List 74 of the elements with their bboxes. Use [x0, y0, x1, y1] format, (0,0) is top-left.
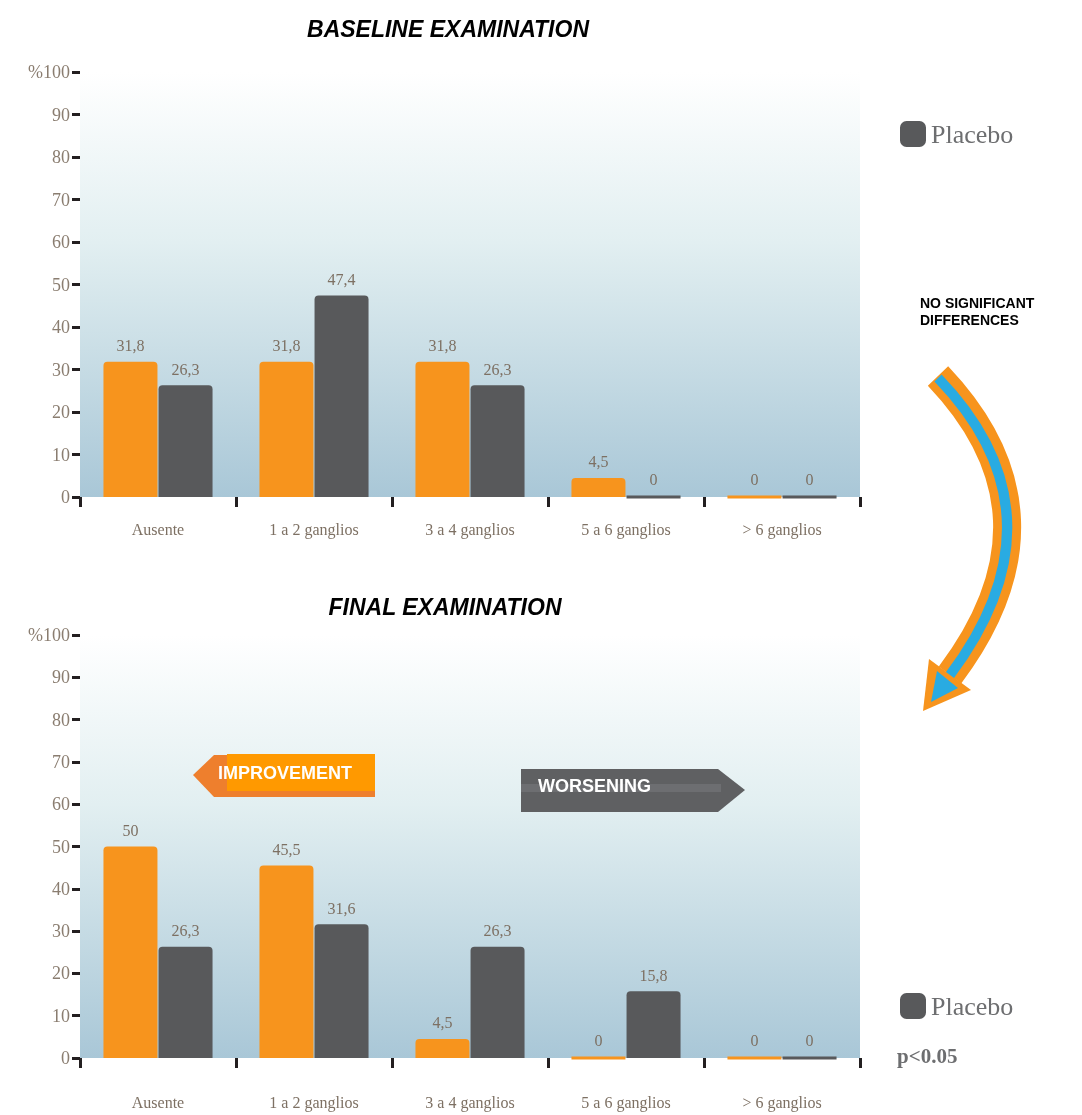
y-tick-label: 50 — [52, 274, 70, 295]
x-tick-label: 1 a 2 ganglios — [269, 520, 359, 539]
y-tick-label: 60 — [52, 794, 70, 815]
bar — [470, 385, 525, 497]
y-tick-label: 10 — [52, 444, 70, 465]
text: NO SIGNIFICANT DIFFERENCES — [920, 295, 1036, 329]
y-tick-label: 80 — [52, 709, 70, 730]
y-tick-label: 20 — [52, 963, 70, 984]
data-label: 26,3 — [483, 922, 512, 940]
data-label: 31,6 — [327, 899, 356, 917]
data-label: 31,8 — [272, 337, 301, 355]
data-label: 0 — [750, 1032, 759, 1049]
y-tick-label: %100 — [28, 625, 70, 645]
bar — [103, 846, 158, 1058]
x-tick-label: 5 a 6 ganglios — [581, 1093, 671, 1112]
chart-title: BASELINE EXAMINATION — [307, 15, 590, 42]
bar — [415, 361, 470, 497]
data-label: 50 — [122, 822, 139, 839]
bar — [158, 946, 213, 1058]
y-tick-label: 40 — [52, 878, 70, 899]
x-tick-label: Ausente — [131, 1093, 185, 1111]
y-tick-label: 60 — [52, 232, 70, 252]
x-tick-label: 1 a 2 ganglios — [269, 1093, 359, 1112]
y-tick-label: 10 — [52, 1005, 70, 1026]
bar — [259, 361, 314, 497]
y-tick-label: 90 — [52, 104, 70, 125]
bar — [259, 865, 314, 1058]
text: p<0.05 — [897, 1044, 958, 1068]
data-label: 31,8 — [116, 337, 145, 355]
legend-label: Placebo — [931, 991, 1014, 1021]
data-label: 45,5 — [272, 841, 301, 859]
data-label: 4,5 — [432, 1014, 453, 1032]
y-tick-label: 30 — [52, 359, 70, 380]
y-tick-label: 90 — [52, 667, 70, 688]
data-label: 47,4 — [327, 271, 356, 289]
data-label: 0 — [750, 471, 759, 488]
bar — [470, 946, 525, 1058]
x-tick-label: 3 a 4 ganglios — [425, 1093, 515, 1112]
data-label: 0 — [649, 471, 658, 488]
data-label: 26,3 — [171, 360, 200, 378]
bar — [571, 477, 626, 497]
legend-label: Placebo — [931, 119, 1014, 149]
annotation: IMPROVEMENT — [218, 763, 353, 783]
x-tick-label: Ausente — [131, 520, 185, 538]
annotation: WORSENING — [538, 776, 652, 796]
y-tick-label: 0 — [61, 487, 70, 507]
data-label: 15,8 — [639, 966, 668, 984]
bar — [415, 1038, 470, 1058]
y-tick-label: 70 — [52, 189, 70, 210]
bar — [103, 361, 158, 497]
data-label: 26,3 — [171, 922, 200, 940]
x-tick-label: 3 a 4 ganglios — [425, 520, 515, 539]
x-tick-label: 5 a 6 ganglios — [581, 520, 671, 539]
data-label: 0 — [805, 471, 814, 488]
data-label: 4,5 — [588, 453, 609, 471]
y-tick-label: 0 — [61, 1048, 70, 1068]
x-tick-label: > 6 ganglios — [742, 1093, 822, 1112]
y-tick-label: 80 — [52, 147, 70, 167]
chart-title: FINAL EXAMINATION — [328, 593, 562, 620]
y-tick-label: 30 — [52, 921, 70, 942]
y-tick-label: 20 — [52, 402, 70, 422]
bar — [158, 385, 213, 497]
y-tick-label: 50 — [52, 836, 70, 857]
bar — [626, 991, 681, 1058]
y-tick-label: 40 — [52, 317, 70, 337]
x-tick-label: > 6 ganglios — [742, 520, 822, 539]
bar — [314, 295, 369, 497]
y-tick-label: 70 — [52, 751, 70, 772]
y-tick-label: %100 — [28, 62, 70, 82]
data-label: 0 — [805, 1032, 814, 1049]
data-label: 31,8 — [428, 337, 457, 355]
data-label: 0 — [594, 1032, 603, 1049]
bar — [314, 924, 369, 1058]
data-label: 26,3 — [483, 360, 512, 378]
